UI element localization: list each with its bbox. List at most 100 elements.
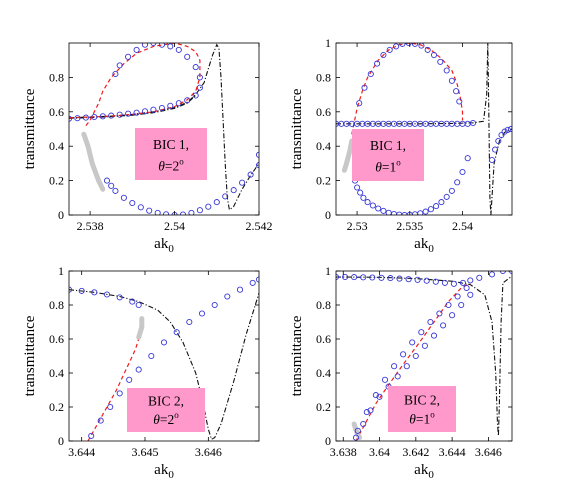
data-point — [108, 112, 115, 119]
data-point — [427, 206, 434, 213]
data-point — [430, 332, 438, 339]
data-point — [432, 278, 439, 285]
data-point — [488, 156, 496, 164]
data-point — [184, 53, 191, 60]
data-point — [454, 293, 461, 300]
data-point — [116, 294, 123, 301]
y-tick-label: 0.6 — [49, 332, 64, 346]
data-point — [390, 210, 398, 215]
series-line-gray — [81, 131, 106, 192]
data-point — [239, 179, 246, 186]
data-point — [492, 146, 499, 153]
annotation-line2: θ=2o — [158, 157, 184, 174]
data-point — [120, 194, 127, 201]
data-point — [133, 109, 140, 116]
data-point — [198, 310, 206, 317]
data-point — [498, 131, 505, 139]
x-tick-label: 3.644 — [68, 445, 95, 459]
annotation-background — [127, 388, 205, 432]
data-point — [381, 376, 389, 383]
data-point — [150, 106, 157, 113]
series-line-gray — [341, 138, 355, 173]
data-point — [414, 276, 421, 283]
data-point — [369, 202, 376, 209]
chart-panel-4: 3.638 3.64 3.642 3.644 3.646 0 0.2 0.4 0.6 0.8 1 ak… — [289, 264, 513, 481]
y-tick-label: 0 — [325, 208, 331, 222]
data-point — [213, 199, 220, 206]
data-point — [387, 275, 394, 282]
data-point — [211, 301, 218, 309]
data-point — [403, 363, 410, 370]
y-tick-label: 0.4 — [49, 139, 64, 153]
axes-frame — [68, 270, 260, 442]
data-point — [112, 187, 119, 194]
data-point — [459, 279, 467, 286]
y-axis-label: transmittance — [22, 88, 38, 169]
data-point — [394, 373, 401, 380]
data-point — [108, 182, 115, 189]
data-point — [391, 363, 398, 370]
data-point — [399, 43, 406, 47]
data-point — [352, 434, 360, 441]
data-point — [423, 277, 430, 284]
data-point — [367, 70, 374, 78]
data-point — [160, 339, 168, 346]
y-tick-label: 0.2 — [49, 400, 64, 414]
data-point — [504, 126, 511, 133]
data-point — [179, 211, 187, 215]
data-point — [354, 184, 361, 191]
data-point — [412, 352, 419, 360]
data-point — [458, 301, 465, 309]
data-point — [499, 271, 506, 275]
x-tick-label: 3.64 — [369, 445, 390, 459]
data-point — [430, 51, 438, 59]
x-axis-label: ak0 — [154, 236, 174, 255]
data-point — [354, 427, 361, 434]
data-point — [376, 393, 383, 400]
chart-panel-1: 2.538 2.54 2.542 0 0.2 0.4 0.6 0.8 ak0 transmitta… — [22, 42, 273, 255]
data-point — [158, 104, 165, 112]
data-point — [445, 301, 452, 309]
annotation-line1: BIC 1, — [370, 138, 406, 153]
data-point — [135, 366, 142, 373]
data-point — [356, 100, 363, 107]
data-point — [116, 390, 123, 397]
data-point — [424, 46, 431, 53]
annotation-line1: BIC 2, — [404, 392, 440, 407]
data-point — [91, 113, 98, 121]
annotation-line1: BIC 1, — [153, 137, 189, 152]
series-line-red — [351, 43, 464, 135]
data-point — [418, 329, 425, 336]
data-point — [372, 392, 379, 399]
data-point — [205, 203, 212, 210]
data-point — [146, 207, 153, 214]
data-point — [364, 199, 371, 206]
data-point — [433, 120, 440, 127]
data-point — [418, 43, 425, 49]
x-tick-label: 3.646 — [475, 445, 502, 459]
series-line-black — [336, 43, 512, 215]
x-tick-label: 3.642 — [402, 445, 429, 459]
data-point — [369, 274, 376, 281]
data-point — [137, 204, 144, 211]
data-point — [360, 274, 367, 281]
data-point — [141, 108, 149, 115]
y-tick-label: 0 — [58, 208, 64, 222]
data-point — [107, 403, 114, 411]
data-point — [78, 287, 85, 294]
data-point — [82, 114, 89, 121]
data-point — [148, 352, 155, 360]
x-tick-label: 2.54 — [452, 219, 473, 233]
annotation-background — [135, 128, 207, 180]
y-tick-label: 0.2 — [49, 174, 64, 188]
data-point — [464, 120, 471, 127]
annotation-box: BIC 2,θ=2o — [127, 388, 205, 432]
y-axis-label: transmittance — [289, 315, 305, 396]
data-point — [167, 43, 174, 50]
series-line-black — [69, 95, 197, 119]
y-axis-label: transmittance — [22, 315, 38, 396]
axes-frame — [68, 42, 260, 216]
data-point — [186, 318, 193, 326]
y-tick-label: 1 — [325, 264, 331, 278]
